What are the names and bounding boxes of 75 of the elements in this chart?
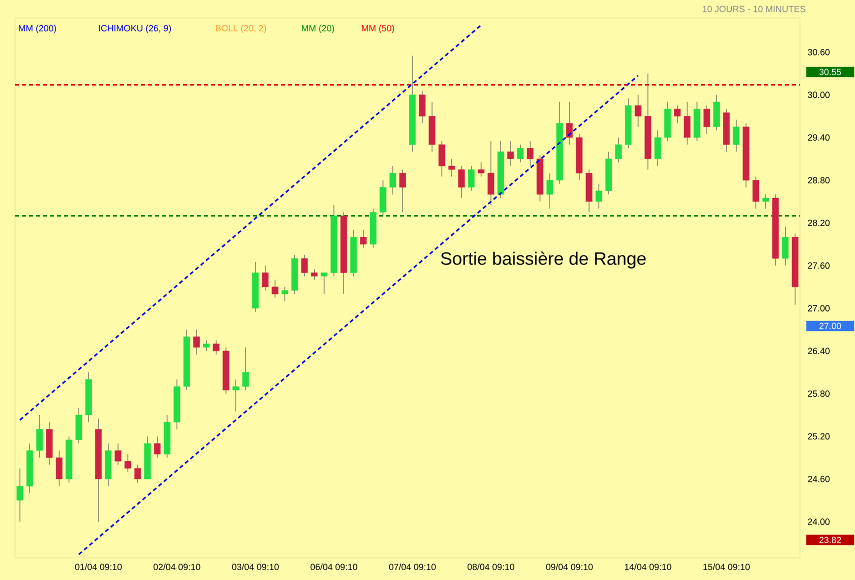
annotation: ICHIMOKU (26, 9)	[99, 24, 171, 34]
x-tick-label: 06/04 09:10	[310, 564, 358, 570]
candlestick	[526, 140, 534, 166]
candlestick	[634, 94, 642, 128]
y-tick-label: 27.00	[808, 305, 830, 312]
candlestick	[154, 436, 161, 458]
x-tick-label: 07/04 09:10	[389, 564, 436, 570]
candlestick	[193, 329, 200, 355]
candlestick	[418, 90, 426, 124]
candlestick	[311, 268, 318, 280]
candlestick	[703, 105, 710, 134]
candlestick	[752, 176, 760, 209]
text: 27.00	[819, 322, 842, 330]
candlestick	[615, 137, 622, 163]
candlestick	[114, 443, 122, 466]
y-tick-label: 28.20	[808, 220, 830, 226]
candlestick	[56, 450, 62, 486]
candlestick	[282, 286, 288, 302]
y-tick-label: 30.60	[808, 48, 830, 56]
candlestick	[468, 166, 475, 192]
candlestick	[360, 230, 367, 248]
candlestick	[36, 414, 43, 458]
y-tick-label: 29.40	[808, 134, 830, 141]
candlestick	[546, 172, 554, 209]
candlestick	[16, 468, 24, 522]
candlestick	[507, 140, 514, 166]
candlestick	[212, 340, 220, 355]
candlestick	[596, 183, 602, 209]
x-tick-label: 03/04 09:10	[232, 564, 279, 570]
candlestick	[782, 226, 789, 266]
y-tick-label: 25.20	[808, 433, 830, 440]
text: 30.55	[819, 68, 842, 76]
x-tick-label: 01/04 09:10	[75, 564, 122, 570]
candlestick	[517, 144, 524, 163]
candlestick	[488, 140, 494, 206]
candlestick	[242, 347, 249, 390]
chart-subtitle: 10 JOURS - 10 MINUTES	[702, 6, 806, 12]
candlestick	[448, 158, 455, 177]
y-tick-label: 24.60	[808, 476, 830, 482]
candlestick	[320, 272, 328, 294]
candlestick	[732, 119, 740, 152]
y-tick-label: 25.80	[808, 390, 830, 397]
candlestick	[684, 102, 690, 145]
candlestick	[458, 166, 465, 198]
candlestick	[232, 379, 240, 412]
candlestick	[654, 130, 662, 166]
annotation: BOLL (20, 2)	[216, 24, 266, 34]
candlestick	[399, 169, 406, 213]
candlestick	[134, 464, 141, 483]
annotation: MM (200)	[18, 24, 56, 34]
y-tick-label: 24.00	[808, 518, 830, 525]
candlestick	[301, 254, 308, 277]
text: 23.82	[819, 536, 841, 544]
candlestick	[438, 140, 446, 177]
y-tick-label: 27.60	[808, 262, 830, 269]
candlestick	[674, 105, 681, 124]
candlestick	[478, 162, 484, 177]
x-tick-label: 09/04 09:10	[546, 564, 593, 570]
candlestick	[262, 265, 269, 291]
x-tick-label: 02/04 09:10	[154, 564, 200, 570]
y-tick-label: 26.40	[808, 348, 830, 354]
candlestick	[124, 454, 132, 472]
candlestick	[390, 166, 396, 195]
candlestick	[272, 280, 278, 298]
annotation: MM (20)	[302, 24, 334, 34]
y-tick-label: 28.80	[808, 177, 830, 184]
candlestick	[762, 194, 769, 209]
annotation: Sortie baissière de Range	[441, 252, 646, 268]
annotation: MM (50)	[362, 24, 394, 34]
x-tick-label: 14/04 09:10	[624, 564, 672, 570]
y-tick-label: 30.00	[808, 92, 830, 98]
x-tick-label: 08/04 09:10	[468, 564, 514, 570]
candlestick	[203, 340, 210, 352]
x-tick-label: 15/04 09:10	[703, 564, 750, 570]
candlestick	[566, 102, 573, 145]
